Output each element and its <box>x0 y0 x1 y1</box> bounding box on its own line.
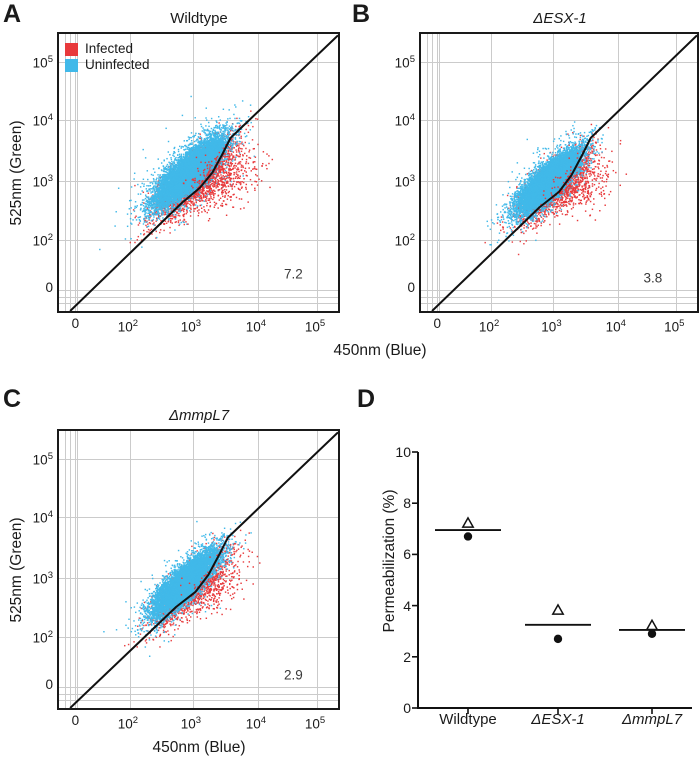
panel-b-plot-box: 3.8 <box>419 32 699 313</box>
permeabilization-tick-label: 0 <box>403 700 411 716</box>
y-tick-label: 103 <box>32 172 53 190</box>
filled-circle-marker <box>647 629 657 638</box>
category-label: ΔmmpL7 <box>621 711 683 728</box>
x-tick-label: 105 <box>304 715 326 732</box>
top-row-x-axis-title: 450nm (Blue) <box>333 342 427 359</box>
legend-label: Uninfected <box>85 57 150 72</box>
y-tick-label: 105 <box>32 53 53 71</box>
y-tick-label: 0 <box>45 280 53 296</box>
open-triangle-marker <box>645 618 659 631</box>
y-tick-label: 105 <box>394 53 415 71</box>
category-label: Wildtype <box>439 711 497 728</box>
panel-b-title: ΔESX-1 <box>533 10 587 27</box>
x-tick-label: 105 <box>664 318 685 335</box>
panel-a-scatter-canvas <box>59 34 338 311</box>
y-tick-label: 104 <box>32 111 53 129</box>
x-tick-label: 104 <box>245 318 267 335</box>
filled-circle-marker <box>553 634 563 644</box>
x-tick-label: 104 <box>245 715 267 732</box>
gate-percentage-value: 2.9 <box>283 667 303 683</box>
uninfected-swatch-icon <box>65 58 78 72</box>
filled-circle-marker <box>463 532 473 541</box>
x-tick-label: 102 <box>478 318 500 335</box>
panel-d-dot-plot <box>412 451 692 714</box>
category-label: ΔESX-1 <box>531 711 585 728</box>
panel-c-scatter-canvas <box>59 431 338 708</box>
y-tick-label: 104 <box>32 508 53 526</box>
panel-a-plot-box: Infected Uninfected 7.2 <box>57 32 340 313</box>
panel-d-letter: D <box>357 385 376 413</box>
open-triangle-marker <box>551 603 565 615</box>
panel-b-letter: B <box>352 0 371 28</box>
y-tick-label: 102 <box>32 629 53 646</box>
panel-b-scatter-canvas <box>421 34 697 311</box>
permeabilization-tick-label: 6 <box>403 546 411 563</box>
open-triangle-marker <box>461 516 475 528</box>
y-tick-label: 105 <box>32 450 53 468</box>
y-tick-label: 102 <box>32 232 53 249</box>
panel-c-title: ΔmmpL7 <box>168 407 230 424</box>
x-tick-label: 103 <box>541 318 562 335</box>
legend-item-infected: Infected <box>65 41 150 57</box>
x-tick-label: 103 <box>180 715 202 732</box>
panel-a-title: Wildtype <box>170 10 228 27</box>
legend: Infected Uninfected <box>65 41 150 73</box>
infected-swatch-icon <box>65 42 78 56</box>
permeabilization-tick-label: 8 <box>403 495 411 512</box>
x-tick-label: 0 <box>433 316 441 331</box>
y-tick-label: 103 <box>394 172 415 190</box>
panel-c-letter: C <box>3 385 22 413</box>
permeabilization-tick-label: 2 <box>403 648 411 665</box>
x-tick-label: 0 <box>71 316 80 331</box>
gate-percentage-value: 7.2 <box>283 266 303 282</box>
x-tick-label: 0 <box>71 713 80 728</box>
x-tick-label: 105 <box>304 318 326 335</box>
x-tick-label: 102 <box>117 318 139 335</box>
y-tick-label: 102 <box>394 232 415 249</box>
y-tick-label: 103 <box>32 569 53 587</box>
permeabilization-tick-label: 4 <box>403 597 411 614</box>
x-tick-label: 104 <box>605 318 626 335</box>
panel-c-x-axis-title: 450nm (Blue) <box>152 739 246 756</box>
x-tick-label: 102 <box>117 715 139 732</box>
x-tick-label: 103 <box>180 318 202 335</box>
gate-percentage-value: 3.8 <box>643 270 663 286</box>
legend-label: Infected <box>85 41 134 56</box>
y-tick-label: 0 <box>407 280 415 296</box>
permeabilization-tick-label: 10 <box>395 444 411 460</box>
panel-c-plot-box: 2.9 <box>57 429 340 710</box>
y-tick-label: 104 <box>394 111 415 129</box>
legend-item-uninfected: Uninfected <box>65 57 150 73</box>
panel-a-letter: A <box>3 0 22 28</box>
y-tick-label: 0 <box>45 677 53 693</box>
